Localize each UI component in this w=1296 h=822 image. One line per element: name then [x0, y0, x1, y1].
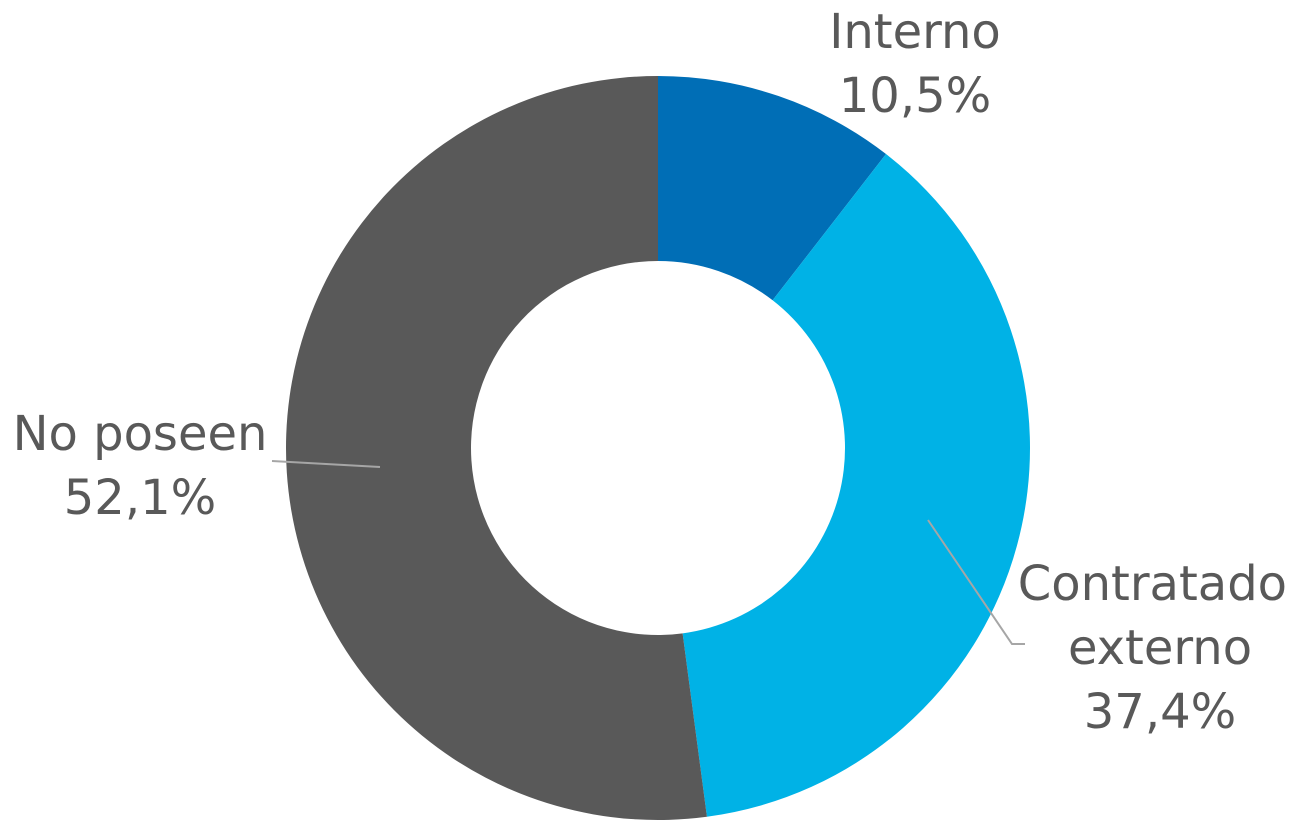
slice-interno — [658, 76, 887, 301]
slice-label-interno: Interno — [829, 4, 1001, 60]
slice-no-poseen — [285, 76, 707, 821]
slice-value-interno: 10,5% — [839, 68, 991, 124]
slice-value-contratado-externo: 37,4% — [1084, 684, 1236, 740]
donut-slices — [285, 76, 1030, 821]
slice-label-contratado-externo: Contratado externo — [1018, 556, 1296, 676]
slice-contratado-externo — [682, 154, 1030, 817]
leader-line-no-poseen — [271, 460, 381, 468]
slice-label-no-poseen: No poseen — [13, 406, 268, 462]
leader-line-contratado-externo — [927, 519, 1025, 645]
slice-value-no-poseen: 52,1% — [64, 470, 216, 526]
leader-lines — [271, 460, 1025, 645]
